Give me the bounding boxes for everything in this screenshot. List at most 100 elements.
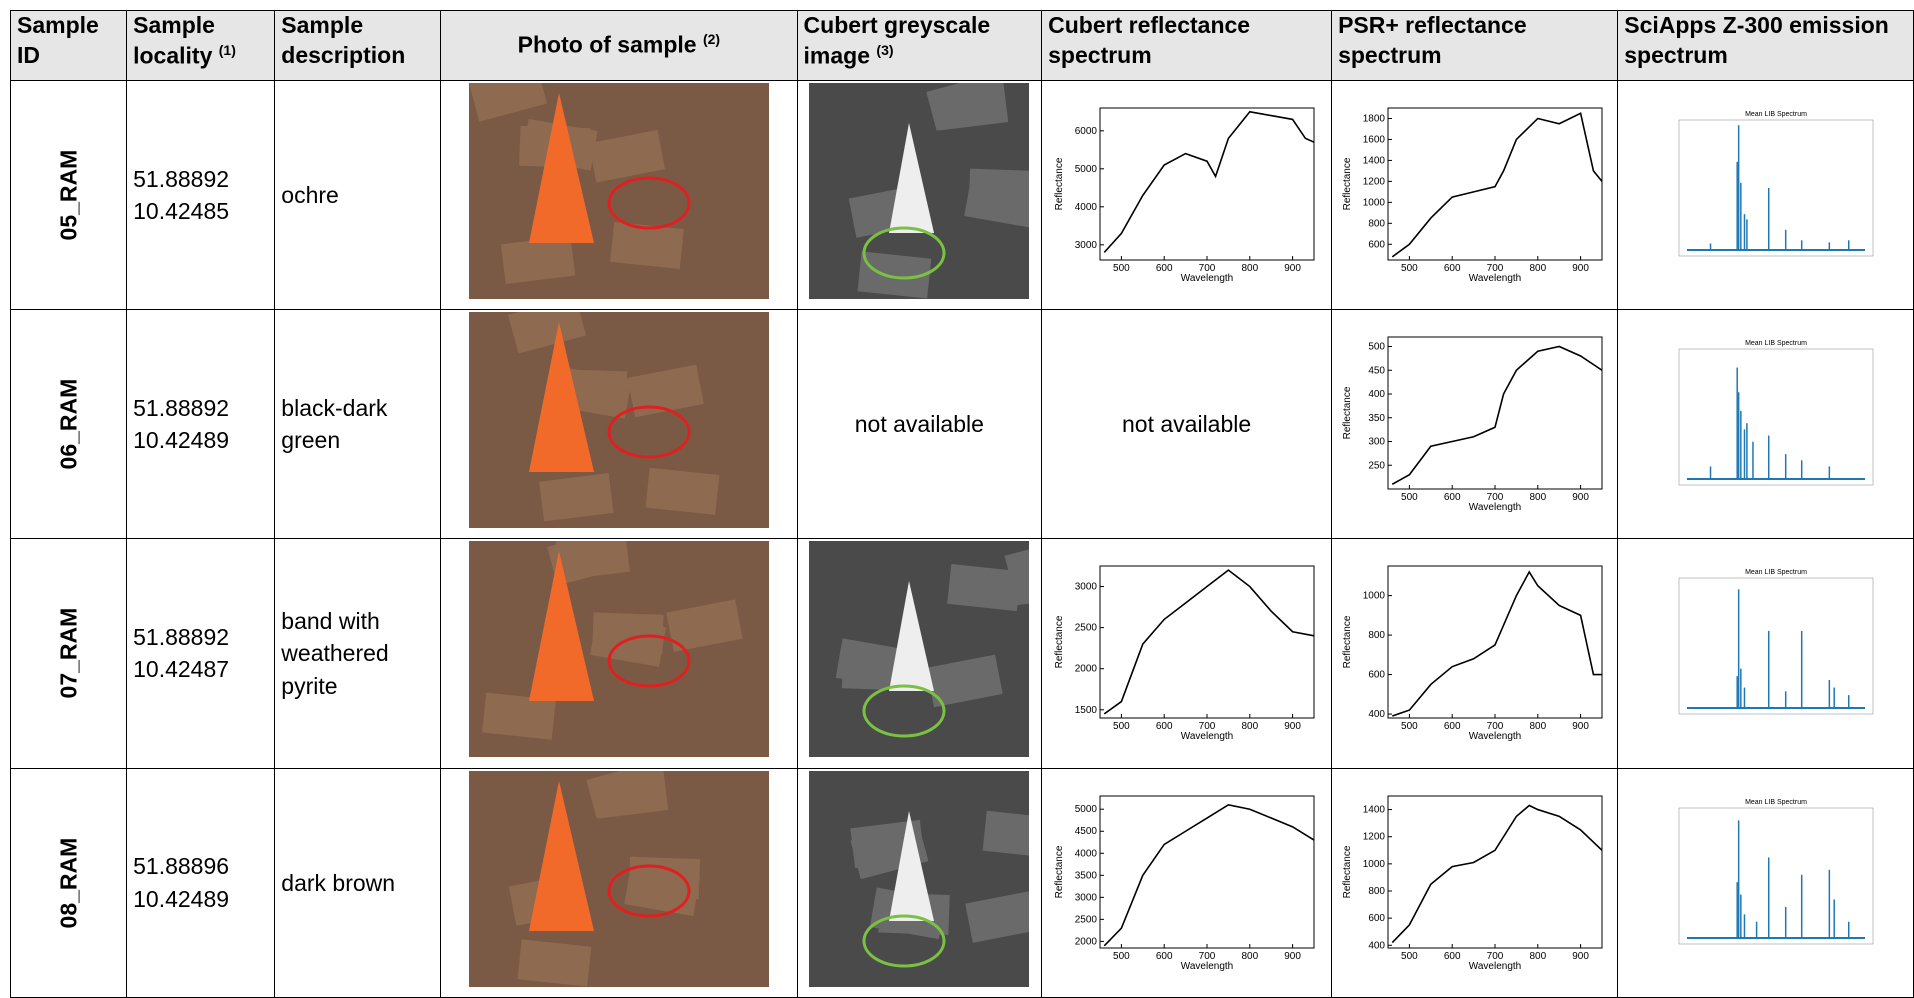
x-tick-label: 800	[1529, 951, 1546, 962]
rock	[501, 236, 575, 284]
cubert-cell: not available	[1042, 310, 1332, 539]
x-tick-label: 600	[1444, 492, 1461, 503]
x-tick-label: 900	[1572, 263, 1589, 274]
header-cell: Photo of sample (2)	[441, 11, 797, 81]
photo-cell	[441, 310, 797, 539]
header-text: Sample description	[281, 12, 405, 68]
header-cell: Cubert reflectance spectrum	[1042, 11, 1332, 81]
photo-cell	[441, 539, 797, 768]
y-tick-label: 3500	[1074, 870, 1097, 881]
photo	[469, 312, 769, 528]
greyscale-cell	[797, 81, 1042, 310]
x-axis-label: Wavelength	[1468, 273, 1520, 284]
header-note: (1)	[219, 42, 236, 58]
y-tick-label: 350	[1368, 413, 1385, 424]
y-tick-label: 1600	[1362, 134, 1385, 145]
sample-row: 07_RAM 51.8889210.42487band with weathere…	[11, 539, 1914, 768]
x-axis-label: Wavelength	[1180, 961, 1232, 972]
coordinate: 10.42489	[133, 424, 268, 456]
y-tick-label: 2000	[1074, 936, 1097, 947]
description: dark brown	[281, 870, 395, 896]
plot-frame	[1388, 566, 1602, 718]
sample-id-cell: 06_RAM	[11, 310, 127, 539]
spectrum-chart: 3000400050006000500600700800900Wavelengt…	[1052, 96, 1322, 286]
spectrum-line	[1104, 804, 1314, 945]
not-available: not available	[855, 411, 984, 437]
sample-id: 08_RAM	[52, 837, 84, 928]
emission-title: Mean LIB Spectrum	[1745, 111, 1807, 118]
description-cell: dark brown	[275, 768, 441, 997]
y-tick-label: 1500	[1074, 705, 1097, 716]
plot-frame	[1100, 108, 1314, 260]
x-tick-label: 600	[1155, 721, 1172, 732]
x-tick-label: 800	[1241, 721, 1258, 732]
rock	[645, 468, 719, 515]
greyscale-cell: not available	[797, 310, 1042, 539]
spectrum-line	[1392, 805, 1602, 942]
photo	[469, 541, 769, 757]
y-tick-label: 800	[1368, 630, 1385, 641]
header-text: Cubert greyscale image	[804, 12, 991, 69]
x-tick-label: 800	[1241, 951, 1258, 962]
header-text: Sample ID	[17, 12, 99, 68]
x-tick-label: 500	[1401, 263, 1418, 274]
x-tick-label: 500	[1401, 492, 1418, 503]
coordinate: 10.42489	[133, 883, 268, 915]
y-tick-label: 5000	[1074, 804, 1097, 815]
plot-frame	[1388, 796, 1602, 948]
sample-row: 08_RAM51.8889610.42489dark brown20002500…	[11, 768, 1914, 997]
description-cell: band with weathered pyrite	[275, 539, 441, 768]
spectrum-line	[1104, 112, 1314, 253]
y-tick-label: 300	[1368, 437, 1385, 448]
photo	[809, 771, 1029, 987]
sample-id-cell: 08_RAM	[11, 768, 127, 997]
x-tick-label: 500	[1401, 951, 1418, 962]
y-axis-label: Reflectance	[1342, 845, 1353, 898]
cubert-cell: 3000400050006000500600700800900Wavelengt…	[1042, 81, 1332, 310]
y-tick-label: 450	[1368, 365, 1385, 376]
x-tick-label: 800	[1241, 263, 1258, 274]
emission-title: Mean LIB Spectrum	[1745, 340, 1807, 347]
y-axis-label: Reflectance	[1342, 386, 1353, 439]
y-tick-label: 1200	[1362, 176, 1385, 187]
sample-id: 05_RAM	[52, 150, 84, 241]
emission-chart: Mean LIB Spectrum	[1651, 564, 1881, 734]
y-axis-label: Reflectance	[1342, 157, 1353, 210]
header-note: (2)	[703, 31, 720, 47]
greyscale-cell	[797, 768, 1042, 997]
header-cell: Sample ID	[11, 11, 127, 81]
plot-frame	[1679, 349, 1873, 485]
x-tick-label: 600	[1155, 951, 1172, 962]
coordinate: 10.42487	[133, 653, 268, 685]
plot-frame	[1679, 120, 1873, 256]
x-axis-label: Wavelength	[1468, 731, 1520, 742]
emission-cell: Mean LIB Spectrum	[1618, 539, 1914, 768]
y-axis-label: Reflectance	[1054, 616, 1065, 669]
y-tick-label: 800	[1368, 886, 1385, 897]
x-tick-label: 600	[1444, 721, 1461, 732]
y-tick-label: 4500	[1074, 826, 1097, 837]
sample-id: 07_RAM	[52, 608, 84, 699]
rock	[517, 939, 591, 986]
sample-row: 06_RAM51.8889210.42489black-dark greenno…	[11, 310, 1914, 539]
plot-frame	[1679, 808, 1873, 944]
photo-cell	[441, 768, 797, 997]
coordinate: 51.88892	[133, 163, 268, 195]
header-cell: PSR+ reflectance spectrum	[1332, 11, 1618, 81]
x-axis-label: Wavelength	[1180, 273, 1232, 284]
x-tick-label: 600	[1444, 263, 1461, 274]
rock	[983, 810, 1029, 857]
y-tick-label: 4000	[1074, 848, 1097, 859]
x-tick-label: 900	[1572, 492, 1589, 503]
x-axis-label: Wavelength	[1468, 502, 1520, 513]
y-tick-label: 1000	[1362, 858, 1385, 869]
header-text: Sample locality	[133, 12, 215, 69]
emission-title: Mean LIB Spectrum	[1745, 799, 1807, 806]
y-tick-label: 2000	[1074, 664, 1097, 675]
